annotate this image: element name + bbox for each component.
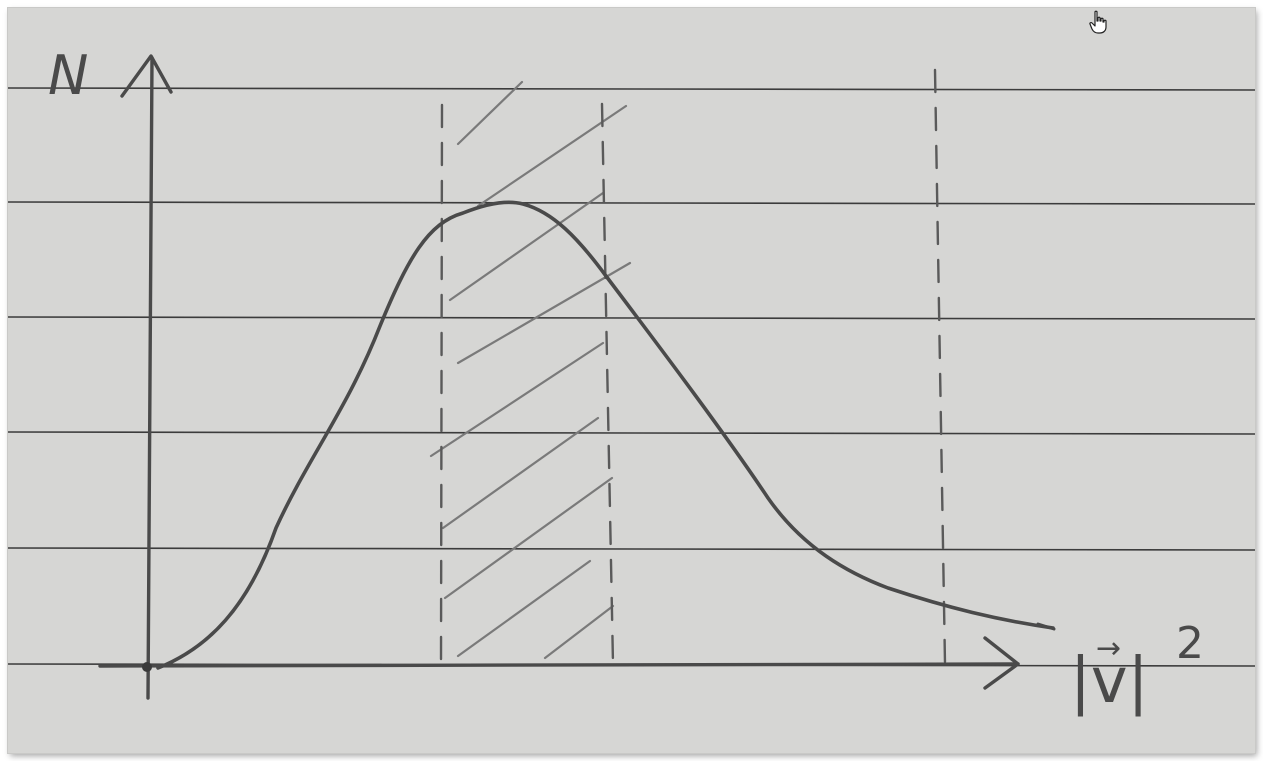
x-axis-exponent: 2 [1176, 618, 1204, 669]
curve-tail [1036, 622, 1056, 631]
hand-pointer-icon [1089, 10, 1107, 34]
ruled-line-1 [8, 87, 1255, 91]
distribution-curve [156, 200, 1055, 670]
hatch-line [429, 341, 605, 458]
ruled-line-3 [8, 316, 1255, 320]
hatched-region [429, 80, 632, 660]
ruled-lines [8, 87, 1255, 667]
origin-dot [142, 662, 152, 672]
ruled-line-5 [8, 547, 1255, 551]
hand-drawn-distribution-sketch: N |v| → 2 [8, 44, 1255, 718]
x-axis-arrowhead [983, 636, 1020, 690]
ruled-line-2 [8, 201, 1255, 205]
hatch-line [543, 604, 615, 660]
dashed-line-middle [600, 102, 615, 666]
dashed-line-right [933, 68, 947, 666]
hatch-line [456, 559, 592, 658]
hatch-line [441, 416, 600, 530]
y-axis-arrowhead [120, 54, 173, 98]
x-axis-line [98, 662, 1020, 668]
x-axis-label: |v| [1070, 644, 1148, 718]
y-axis-label: N [48, 44, 88, 107]
x-axis-vector-arrow: → [1096, 631, 1121, 666]
dashed-line-left [439, 103, 444, 666]
hatch-line [448, 191, 605, 302]
hatch-line [443, 476, 614, 600]
hatch-line [456, 80, 524, 146]
hatch-line [456, 261, 632, 365]
notebook-paper: N |v| → 2 [8, 8, 1255, 753]
dashed-boundaries [439, 68, 947, 666]
y-axis [120, 54, 173, 700]
y-axis-line [146, 56, 154, 700]
ruled-line-4 [8, 431, 1255, 435]
x-axis [98, 636, 1020, 690]
